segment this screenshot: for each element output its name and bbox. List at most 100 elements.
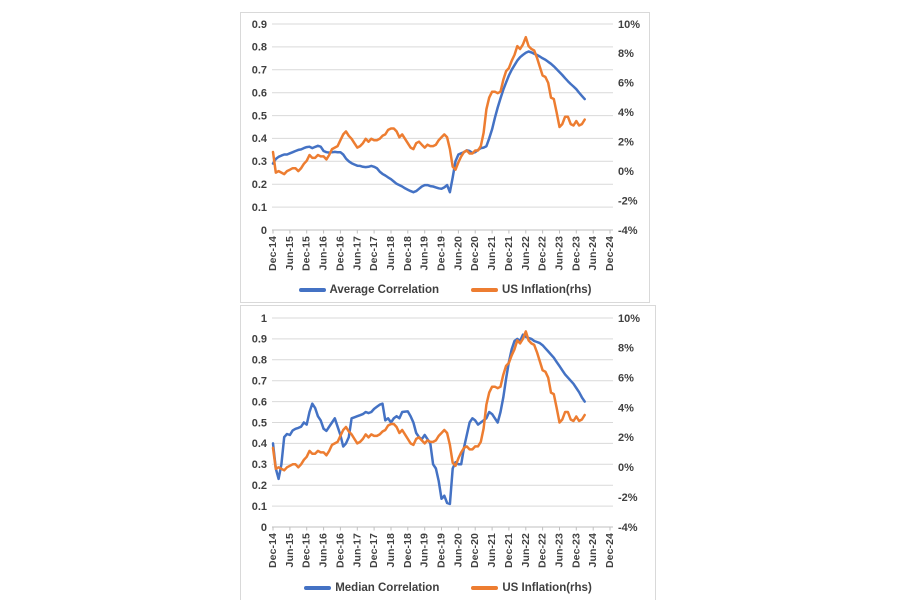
average-correlation-plot: Dec-14 Jun-15 Dec-15 Jun-16 Dec-16 Jun-17 Dec-…	[252, 19, 641, 271]
svg-text:Jun-21: Jun-21	[486, 236, 498, 271]
svg-text:0.8: 0.8	[252, 42, 267, 54]
svg-text:Jun-24: Jun-24	[587, 533, 599, 568]
svg-text:0.6: 0.6	[252, 88, 267, 100]
svg-text:Dec-16: Dec-16	[334, 236, 346, 271]
svg-text:0.5: 0.5	[252, 417, 267, 429]
svg-text:10%: 10%	[618, 19, 640, 31]
svg-text:Jun-20: Jun-20	[452, 236, 464, 271]
right-axis-labels: -4% -2% 0% 2% 4% 6% 8% 10%	[618, 313, 640, 534]
svg-text:Dec-14: Dec-14	[267, 533, 279, 568]
svg-text:0.4: 0.4	[252, 133, 268, 145]
svg-text:-4%: -4%	[618, 522, 638, 534]
svg-text:Dec-19: Dec-19	[436, 236, 448, 271]
x-axis-ticks	[272, 527, 611, 531]
svg-text:Dec-24: Dec-24	[604, 236, 616, 271]
svg-text:Jun-23: Jun-23	[554, 236, 566, 271]
svg-text:0.6: 0.6	[252, 396, 267, 408]
svg-text:Jun-15: Jun-15	[284, 236, 296, 271]
series-line-us-inflation-rhs-	[271, 35, 586, 176]
series-line-us-inflation-rhs-	[271, 330, 586, 472]
svg-text:Jun-16: Jun-16	[318, 236, 330, 271]
svg-text:Jun-22: Jun-22	[520, 533, 532, 568]
svg-text:-2%: -2%	[618, 195, 638, 207]
svg-text:0.2: 0.2	[252, 480, 267, 492]
svg-text:0%: 0%	[618, 166, 634, 178]
average-correlation-chart-panel: Dec-14 Jun-15 Dec-15 Jun-16 Dec-16 Jun-17 Dec-…	[240, 12, 650, 303]
svg-text:Jun-23: Jun-23	[554, 533, 566, 568]
svg-text:Dec-24: Dec-24	[604, 533, 616, 568]
legend-label-us-inflation: US Inflation(rhs)	[502, 581, 592, 594]
left-axis-labels: 0 0.1 0.2 0.3 0.4 0.5 0.6 0.7 0.8 0.9 1	[252, 313, 268, 534]
median-chart-legend: Median Correlation US Inflation(rhs)	[241, 574, 655, 600]
svg-text:8%: 8%	[618, 343, 634, 355]
legend-item-median-correlation: Median Correlation	[304, 582, 439, 594]
average-chart-legend: Average Correlation US Inflation(rhs)	[241, 277, 649, 302]
svg-text:Dec-16: Dec-16	[334, 533, 346, 568]
svg-text:10%: 10%	[618, 313, 640, 325]
svg-text:Dec-22: Dec-22	[537, 236, 549, 271]
legend-line-orange-icon	[471, 287, 499, 292]
svg-text:0%: 0%	[618, 462, 634, 474]
legend-line-blue-icon	[304, 585, 332, 590]
svg-text:2%: 2%	[618, 432, 634, 444]
svg-text:Jun-16: Jun-16	[318, 533, 330, 568]
svg-text:Dec-20: Dec-20	[469, 236, 481, 271]
left-axis-labels: 0 0.1 0.2 0.3 0.4 0.5 0.6 0.7 0.8 0.9	[252, 19, 268, 237]
svg-text:0: 0	[261, 225, 267, 237]
svg-text:0: 0	[261, 522, 267, 534]
svg-text:Dec-18: Dec-18	[402, 236, 414, 271]
svg-text:0.8: 0.8	[252, 355, 267, 367]
svg-text:Jun-21: Jun-21	[486, 533, 498, 568]
svg-text:Dec-14: Dec-14	[267, 236, 279, 271]
svg-text:Jun-20: Jun-20	[452, 533, 464, 568]
svg-text:6%: 6%	[618, 373, 634, 385]
svg-text:1: 1	[261, 313, 267, 325]
svg-text:Jun-18: Jun-18	[385, 533, 397, 568]
gridlines	[272, 317, 613, 528]
svg-text:Dec-21: Dec-21	[503, 533, 515, 568]
legend-item-average-correlation: Average Correlation	[298, 283, 440, 296]
x-axis-labels: Dec-14 Jun-15 Dec-15 Jun-16 Dec-16 Jun-17 Dec-…	[267, 236, 616, 271]
legend-line-orange-icon	[471, 585, 499, 590]
svg-text:4%: 4%	[618, 402, 634, 414]
svg-text:0.1: 0.1	[252, 501, 267, 513]
median-correlation-plot: Dec-14 Jun-15 Dec-15 Jun-16 Dec-16 Jun-17 Dec-…	[252, 313, 641, 568]
svg-text:Jun-22: Jun-22	[520, 236, 532, 271]
legend-label-median-correlation: Median Correlation	[335, 581, 440, 594]
legend-item-us-inflation: US Inflation(rhs)	[471, 581, 592, 594]
svg-text:Jun-18: Jun-18	[385, 236, 397, 271]
gridlines	[272, 23, 613, 231]
svg-text:8%: 8%	[618, 48, 634, 60]
svg-text:Dec-21: Dec-21	[503, 236, 515, 271]
svg-text:Dec-17: Dec-17	[368, 533, 380, 568]
svg-text:Dec-19: Dec-19	[436, 533, 448, 568]
svg-text:Dec-22: Dec-22	[537, 533, 549, 568]
legend-label-average-correlation: Average Correlation	[329, 283, 440, 296]
svg-text:Jun-19: Jun-19	[419, 533, 431, 568]
svg-text:0.1: 0.1	[252, 202, 267, 214]
svg-text:Jun-19: Jun-19	[419, 236, 431, 271]
svg-text:Dec-15: Dec-15	[301, 533, 313, 568]
svg-text:4%: 4%	[618, 107, 634, 119]
svg-text:Dec-15: Dec-15	[301, 236, 313, 271]
svg-text:Dec-23: Dec-23	[570, 533, 582, 568]
svg-text:Jun-15: Jun-15	[284, 533, 296, 568]
svg-text:0.4: 0.4	[252, 438, 268, 450]
svg-text:6%: 6%	[618, 78, 634, 90]
svg-text:0.3: 0.3	[252, 156, 267, 168]
x-axis-ticks	[272, 230, 611, 234]
svg-text:2%: 2%	[618, 137, 634, 149]
svg-text:-2%: -2%	[618, 492, 638, 504]
legend-item-us-inflation: US Inflation(rhs)	[471, 284, 591, 296]
x-axis-labels: Dec-14 Jun-15 Dec-15 Jun-16 Dec-16 Jun-17 Dec-…	[267, 533, 616, 568]
legend-label-us-inflation: US Inflation(rhs)	[502, 283, 592, 296]
svg-text:0.2: 0.2	[252, 179, 267, 191]
right-axis-labels: -4% -2% 0% 2% 4% 6% 8% 10%	[618, 19, 640, 237]
svg-text:0.9: 0.9	[252, 19, 267, 31]
svg-text:Jun-17: Jun-17	[351, 533, 363, 568]
svg-text:0.7: 0.7	[252, 376, 267, 388]
svg-text:Dec-20: Dec-20	[469, 533, 481, 568]
svg-text:Dec-18: Dec-18	[402, 533, 414, 568]
svg-text:0.7: 0.7	[252, 65, 267, 77]
